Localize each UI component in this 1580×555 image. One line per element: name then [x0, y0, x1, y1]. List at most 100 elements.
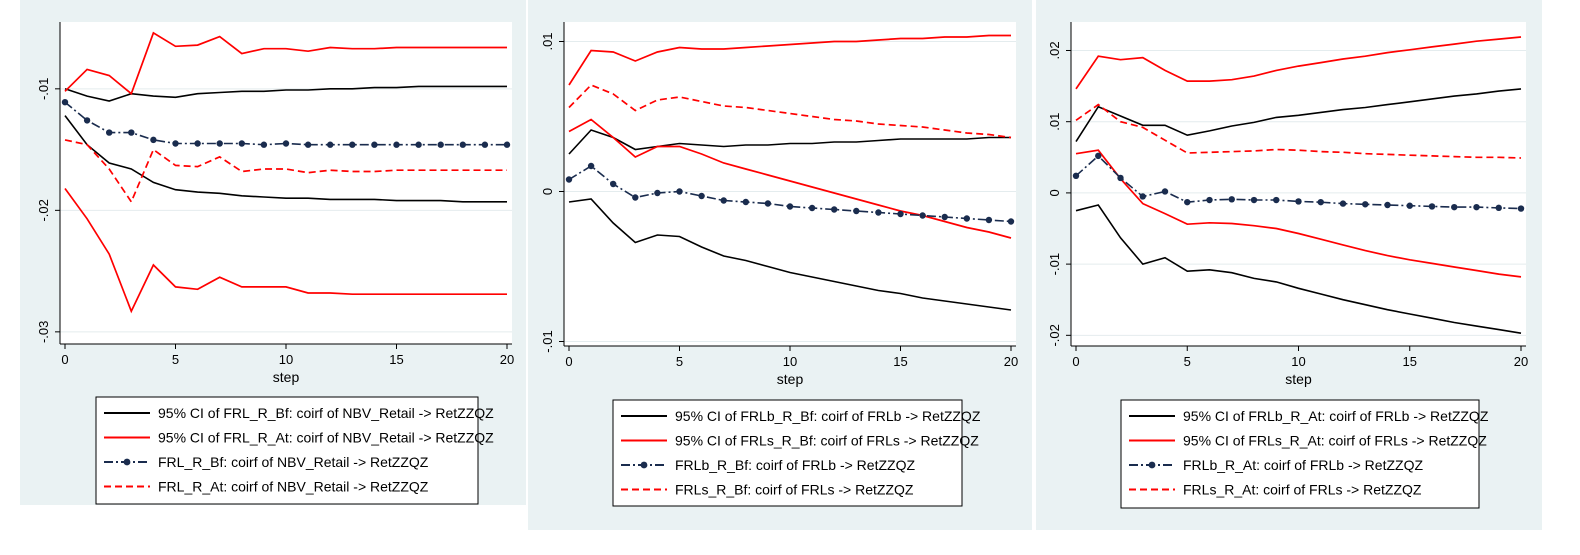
series-irf_frlb-point [1007, 218, 1015, 225]
series-irf_bf-point [194, 140, 201, 147]
x-tick-label: 15 [389, 352, 403, 367]
series-irf_frlb-point [1161, 188, 1169, 195]
y-tick-label: -.02 [36, 199, 51, 221]
x-tick-label: 15 [1403, 354, 1417, 369]
series-irf_frlb-point [941, 213, 948, 221]
legend-label: FRLb_R_At: coirf of FRLb -> RetZZQZ [1183, 457, 1423, 473]
series-irf_frlb-point [587, 162, 595, 170]
legend-label: 95% CI of FRL_R_Bf: coirf of NBV_Retail … [158, 405, 494, 421]
series-ci_frlb_upper [1075, 88, 1522, 143]
legend-box [612, 399, 963, 507]
legend-key-marker [123, 458, 131, 466]
chart-panel-1: -.01 -.02 -.03 0 5 10 15 20 step 95% CI of FRL_R_… [20, 0, 526, 555]
legend-label: FRL_R_At: coirf of NBV_Retail -> RetZZQZ [158, 479, 429, 495]
series-irf_bf-point [282, 140, 290, 147]
series-irf_frlb-point [565, 176, 573, 183]
series-irf_bf-point [327, 141, 334, 148]
series-irf_bf-point [216, 140, 223, 147]
series-irf_frlb-point [632, 194, 639, 201]
series-irf_bf-point [238, 140, 245, 147]
legend-label: FRLs_R_At: coirf of FRLs -> RetZZQZ [1183, 482, 1422, 498]
series-irf_frlb-point [985, 216, 993, 224]
series-irf_bf-point [172, 140, 179, 147]
legend-label: 95% CI of FRLb_R_Bf: coirf of FRLb -> Re… [675, 408, 981, 424]
series-ci_frls_lower [568, 118, 1012, 239]
series-irf_bf-point [503, 141, 511, 148]
series-irf_bf-point [459, 141, 466, 148]
legend: 95% CI of FRLb_R_Bf: coirf of FRLb -> Re… [612, 399, 981, 507]
legend-box [95, 396, 479, 505]
y-tick-label: 0 [540, 188, 555, 195]
chart-panel-3: .02 .01 0 -.01 -.02 0 5 10 15 20 step 95% CI of FRL… [1036, 0, 1542, 555]
x-tick-label: 0 [61, 352, 68, 367]
series-irf_frlb-point [1295, 198, 1302, 205]
series-irf_frlb-point [1317, 198, 1324, 206]
chart-1: -.01 -.02 -.03 0 5 10 15 20 step 95% CI of FRL_R_… [20, 0, 526, 505]
series-irf_bf-point [106, 129, 113, 136]
legend-key-marker [640, 461, 648, 469]
plot-background [60, 22, 512, 344]
y-tick-label: -.01 [540, 330, 555, 352]
series-ci_frlb_lower [1075, 204, 1522, 334]
x-tick-label: 20 [1514, 354, 1528, 369]
series-irf_frlb-point [1117, 174, 1124, 182]
plot-area: .01 0 -.01 0 5 10 15 20 step [540, 22, 1018, 387]
series-irf_frlb-point [1095, 152, 1102, 160]
series-irf_bf-point [128, 129, 135, 136]
chart-2: .01 0 -.01 0 5 10 15 20 step 95% CI of FRLb_R_Bf:… [528, 0, 1032, 530]
series-irf_frlb-point [720, 197, 727, 204]
y-tick-label: -.01 [36, 78, 51, 100]
x-tick-label: 10 [783, 354, 797, 369]
series-irf_frlb-point [1139, 193, 1146, 200]
legend-box [1120, 399, 1480, 509]
y-tick-label: -.02 [1047, 324, 1062, 346]
y-tick-label: .01 [1047, 113, 1062, 131]
legend-label: 95% CI of FRLb_R_At: coirf of FRLb -> Re… [1183, 408, 1489, 424]
series-irf_frlb-point [808, 204, 816, 212]
series-irf_bf-point [304, 141, 312, 148]
series-irf_bf-point [150, 136, 157, 144]
x-axis-title: step [777, 371, 804, 387]
series-ci_bf_upper [64, 85, 507, 102]
series-irf_bf-point [260, 141, 268, 148]
series-ci_frlb_lower [568, 198, 1012, 311]
plot-background [564, 22, 1016, 346]
chart-3: .02 .01 0 -.01 -.02 0 5 10 15 20 step 95% CI of FRL… [1036, 0, 1542, 530]
series-irf_frlb [1075, 154, 1522, 210]
x-axis-title: step [273, 369, 300, 385]
series-irf_frls [1075, 103, 1522, 159]
series-irf_frlb-point [875, 209, 882, 216]
series-ci_at_lower [64, 187, 507, 314]
legend-label: 95% CI of FRLs_R_Bf: coirf of FRLs -> Re… [675, 433, 979, 449]
series-irf_frlb-point [963, 215, 970, 222]
x-axis-title: step [1285, 371, 1312, 387]
x-tick-label: 0 [1072, 354, 1079, 369]
series-irf_frlb-point [676, 188, 683, 195]
series-irf_frlb-point [1406, 202, 1413, 209]
x-tick-label: 0 [565, 354, 572, 369]
y-tick-label: .02 [1047, 41, 1062, 59]
series-irf_frlb-point [1451, 203, 1458, 211]
x-tick-label: 10 [1291, 354, 1305, 369]
series-ci_frls_lower [1075, 149, 1522, 278]
series-irf_frlb-point [742, 198, 749, 206]
plot-background [1071, 22, 1526, 346]
series-ci_frlb_upper [568, 129, 1011, 155]
plot-area: .02 .01 0 -.01 -.02 0 5 10 15 20 step [1047, 22, 1528, 387]
series-irf_frlb-point [1517, 205, 1525, 212]
series-irf_frlb-point [764, 200, 772, 207]
series-irf_at [64, 139, 507, 204]
series-irf_bf-point [371, 141, 378, 148]
series-irf_frlb-point [1228, 196, 1235, 203]
series-ci_frls_upper [568, 34, 1011, 86]
series-irf_frlb-point [1273, 196, 1280, 204]
legend-label: FRL_R_Bf: coirf of NBV_Retail -> RetZZQZ [158, 454, 429, 470]
series-irf_frlb-point [1339, 200, 1347, 207]
series-irf_frlb-point [654, 189, 661, 197]
chart-panel-2: .01 0 -.01 0 5 10 15 20 step 95% CI of FRLb_R_Bf:… [528, 0, 1032, 555]
series-irf_frlb-point [1250, 196, 1258, 204]
series-irf_bf-point [481, 141, 489, 148]
x-tick-label: 10 [279, 352, 293, 367]
series-irf_frlb-point [1473, 203, 1480, 211]
legend-label: 95% CI of FRLs_R_At: coirf of FRLs -> Re… [1183, 433, 1487, 449]
